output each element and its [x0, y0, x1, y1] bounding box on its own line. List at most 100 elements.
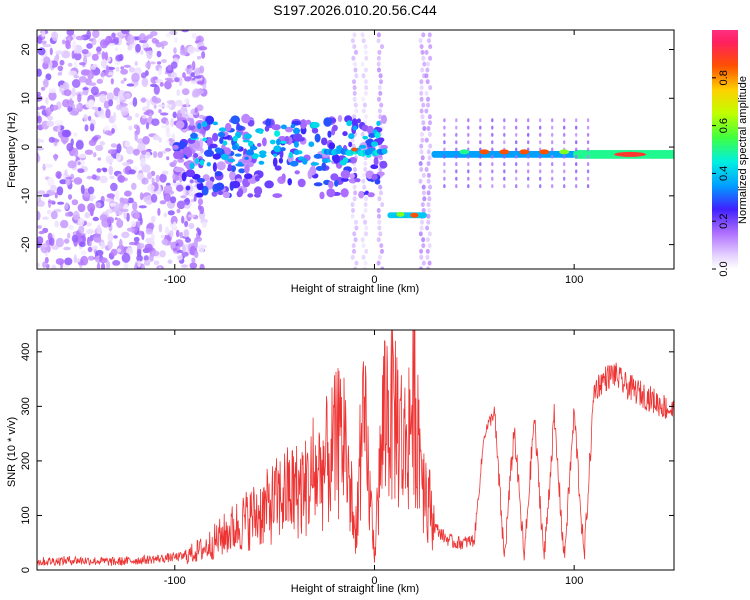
noise-blob: [43, 44, 52, 48]
streak-blob: [419, 167, 424, 172]
noise-blob: [50, 210, 58, 220]
carrier-smear: [479, 125, 482, 130]
spectrogram-y-label: Frequency (Hz): [6, 112, 18, 188]
noise-blob: [167, 210, 175, 216]
carrier-smear: [575, 125, 578, 130]
mid-core: [202, 137, 207, 142]
noise-blob: [55, 237, 64, 248]
noise-blob: [106, 92, 115, 102]
streak-blob: [364, 85, 369, 91]
noise-blob: [88, 38, 94, 42]
mid-core: [234, 153, 242, 157]
noise-blob: [105, 260, 111, 269]
mid-blob: [222, 191, 231, 199]
noise-blob: [57, 65, 64, 72]
streak-blob: [352, 248, 356, 254]
carrier-smear: [467, 184, 470, 189]
mid-core: [217, 131, 226, 138]
noise-blob: [86, 30, 91, 39]
noise-blob: [195, 88, 205, 95]
carrier-smear: [455, 154, 458, 159]
noise-blob: [146, 98, 150, 109]
noise-blob: [37, 115, 42, 124]
noise-blob: [112, 112, 117, 122]
noise-blob: [107, 232, 114, 242]
noise-blob: [194, 67, 201, 76]
streak-blob: [426, 178, 431, 184]
streak-blob: [351, 55, 356, 61]
noise-blob: [191, 257, 196, 263]
carrier-smear: [455, 118, 458, 123]
streak-blob: [362, 266, 367, 269]
carrier-smear: [586, 132, 590, 137]
streak-blob: [350, 213, 355, 219]
noise-blob: [146, 34, 154, 39]
mid-core: [292, 127, 301, 135]
noise-blob: [147, 172, 153, 180]
noise-blob: [174, 77, 180, 83]
noise-blob: [115, 66, 120, 72]
noise-blob: [64, 202, 69, 210]
streak-blob: [352, 231, 357, 237]
carrier-smear: [467, 154, 470, 159]
mid-core: [280, 124, 287, 130]
carrier-smear: [563, 154, 566, 159]
noise-blob: [108, 165, 113, 176]
mid-blob: [381, 114, 387, 124]
mid-core: [197, 122, 202, 130]
noise-blob: [61, 50, 71, 59]
snr-x-label: Height of straight line (km): [291, 583, 419, 595]
carrier-smear: [539, 118, 542, 123]
noise-blob: [143, 47, 153, 51]
noise-blob: [201, 220, 207, 228]
noise-blob: [41, 40, 47, 45]
mid-blob: [204, 149, 214, 157]
noise-blob: [141, 177, 149, 185]
noise-blob: [170, 61, 178, 69]
carrier-shifted: [421, 212, 427, 219]
mid-blob: [373, 156, 379, 166]
streak-blob: [379, 243, 384, 249]
streak-blob: [422, 61, 427, 67]
streak-blob: [376, 32, 381, 38]
streak-blob: [354, 108, 359, 114]
mid-blob: [351, 118, 358, 127]
carrier-smear: [586, 147, 590, 152]
noise-blob: [127, 197, 134, 204]
carrier-smear: [563, 118, 566, 123]
noise-blob: [197, 204, 202, 211]
streak-blob: [420, 131, 424, 137]
streak-blob: [425, 248, 430, 254]
noise-blob: [163, 192, 171, 202]
streak-blob: [376, 55, 381, 61]
mid-blob: [278, 136, 287, 141]
mid-blob: [174, 175, 180, 181]
noise-blob: [176, 184, 184, 192]
noise-blob: [140, 158, 147, 166]
carrier-smear: [527, 132, 530, 137]
noise-blob: [90, 64, 97, 70]
mid-blob: [294, 170, 300, 175]
streak-blob: [361, 108, 366, 114]
carrier-smear: [515, 154, 518, 159]
mid-blob: [287, 178, 293, 186]
noise-blob: [109, 175, 115, 180]
noise-blob: [86, 43, 93, 49]
mid-core: [310, 162, 319, 166]
noise-blob: [95, 144, 104, 152]
carrier-smear: [515, 132, 518, 137]
streak-blob: [428, 55, 433, 61]
noise-blob: [181, 251, 189, 257]
noise-blob: [91, 245, 99, 250]
noise-blob: [100, 241, 106, 249]
noise-blob: [48, 91, 57, 101]
noise-blob: [84, 124, 89, 132]
noise-blob: [177, 158, 185, 163]
noise-blob: [121, 231, 130, 239]
noise-blob: [171, 133, 176, 140]
noise-blob: [114, 217, 118, 221]
carrier-shifted-peak: [410, 212, 419, 218]
noise-blob: [54, 220, 59, 228]
noise-blob: [61, 39, 66, 45]
noise-blob: [67, 62, 73, 67]
